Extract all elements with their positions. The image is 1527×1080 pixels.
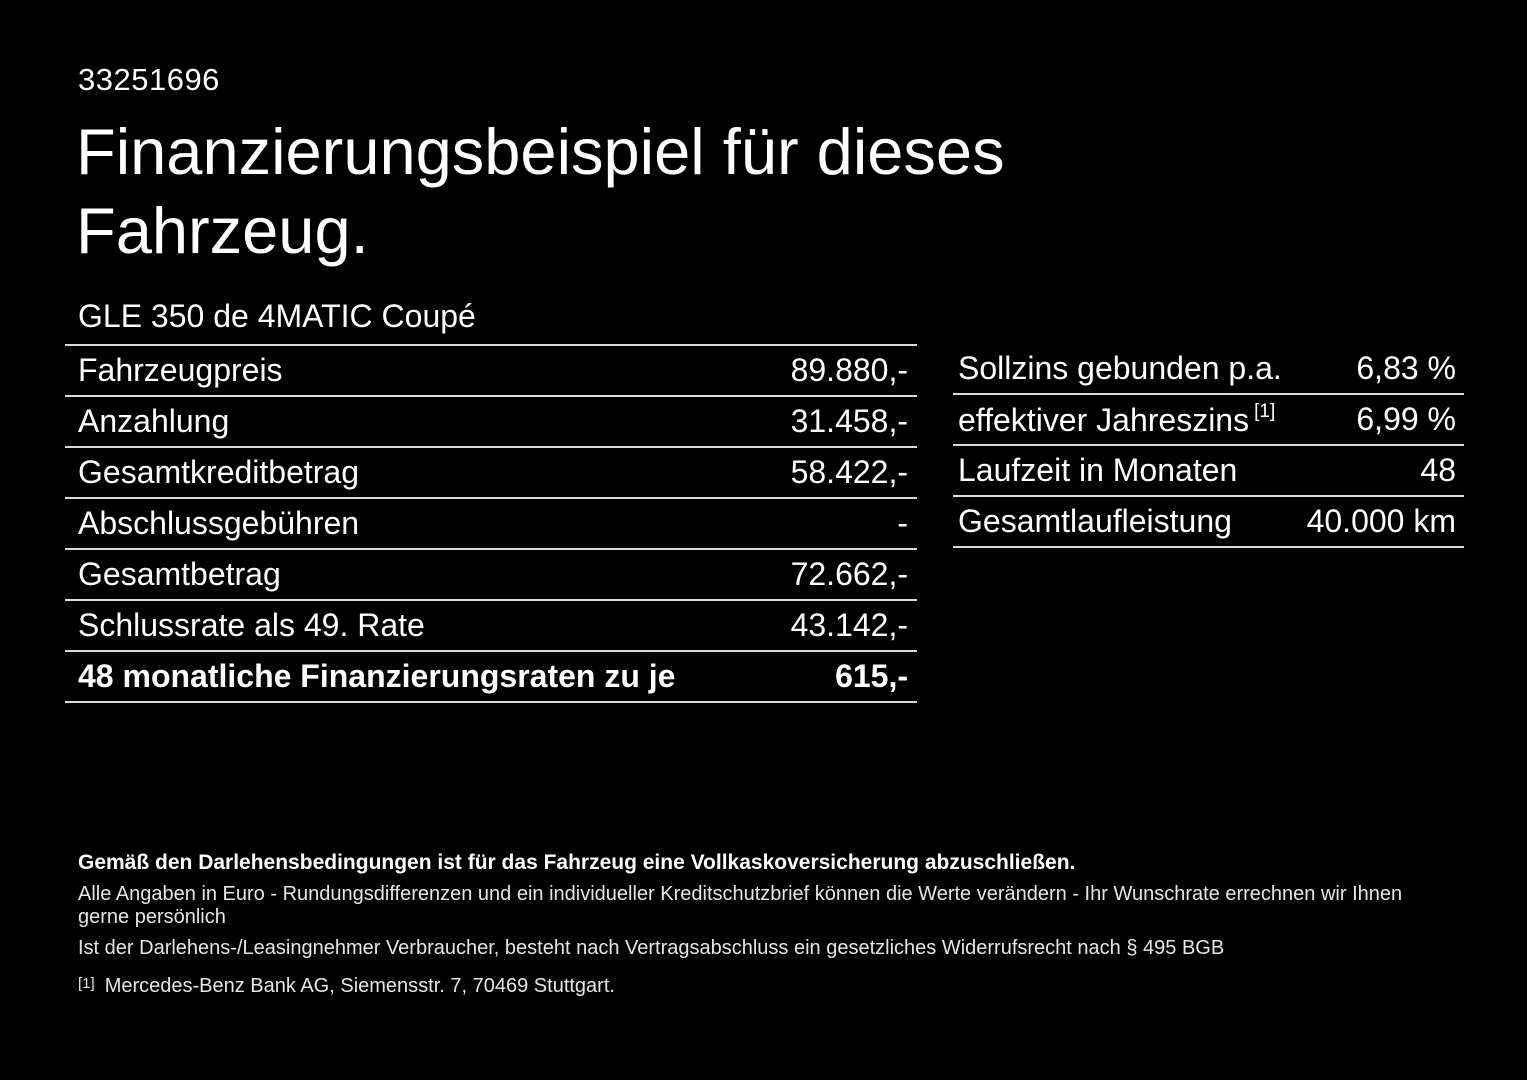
- table-row-schlussrate: Schlussrate als 49. Rate 43.142,-: [65, 601, 917, 652]
- row-value: 72.662,-: [790, 556, 908, 592]
- row-value: 6,83 %: [1356, 350, 1456, 386]
- table-row-anzahlung: Anzahlung 31.458,-: [65, 397, 917, 448]
- document-id: 33251696: [78, 62, 220, 97]
- row-label: Gesamtlaufleistung: [958, 503, 1232, 539]
- row-value: 6,99 %: [1356, 401, 1456, 437]
- table-row-gesamtlaufleistung: Gesamtlaufleistung 40.000 km: [953, 497, 1464, 548]
- row-label: Laufzeit in Monaten: [958, 452, 1238, 488]
- row-label: Gesamtbetrag: [78, 556, 281, 592]
- table-row-effektiver-jahreszins: effektiver Jahreszins [1] 6,99 %: [953, 395, 1464, 446]
- page-title-line1: Finanzierungsbeispiel für dieses: [76, 115, 1005, 188]
- insurance-requirement-note: Gemäß den Darlehensbedingungen ist für d…: [78, 851, 1076, 874]
- row-label: Anzahlung: [78, 403, 230, 439]
- row-value: 89.880,-: [790, 352, 908, 388]
- euro-disclaimer-note: Alle Angaben in Euro - Rundungsdifferenz…: [78, 883, 1403, 928]
- table-row-sollzins: Sollzins gebunden p.a. 6,83 %: [953, 344, 1464, 395]
- withdrawal-right-note: Ist der Darlehens-/Leasingnehmer Verbrau…: [78, 937, 1225, 959]
- table-row-laufzeit: Laufzeit in Monaten 48: [953, 446, 1464, 497]
- row-value: 40.000 km: [1306, 503, 1456, 539]
- row-value: 615,-: [835, 658, 908, 694]
- legal-footer: Gemäß den Darlehensbedingungen ist für d…: [78, 851, 1458, 1006]
- footnote-marker: [1]: [78, 975, 95, 992]
- page-title-line2: Fahrzeug.: [76, 194, 369, 267]
- vehicle-name: GLE 350 de 4MATIC Coupé: [78, 298, 476, 334]
- footnote-ref: [1]: [1254, 400, 1276, 422]
- row-label: Fahrzeugpreis: [78, 352, 283, 388]
- row-label: Sollzins gebunden p.a.: [958, 350, 1282, 386]
- table-row-fahrzeugpreis: Fahrzeugpreis 89.880,-: [65, 346, 917, 397]
- bank-footnote: [1] Mercedes-Benz Bank AG, Siemensstr. 7,…: [78, 972, 1458, 998]
- row-value: -: [897, 505, 908, 541]
- row-label: Gesamtkreditbetrag: [78, 454, 360, 490]
- conditions-table: Sollzins gebunden p.a. 6,83 % effektiver…: [953, 344, 1464, 548]
- row-label: Schlussrate als 49. Rate: [78, 607, 425, 643]
- row-label: 48 monatliche Finanzierungsraten zu je: [78, 658, 676, 694]
- row-value: 58.422,-: [790, 454, 908, 490]
- row-value: 48: [1420, 452, 1456, 488]
- financing-table: Fahrzeugpreis 89.880,- Anzahlung 31.458,…: [65, 344, 917, 703]
- table-row-abschlussgebuehren: Abschlussgebühren -: [65, 499, 917, 550]
- table-row-gesamtbetrag: Gesamtbetrag 72.662,-: [65, 550, 917, 601]
- footnote-text: Mercedes-Benz Bank AG, Siemensstr. 7, 70…: [104, 975, 615, 997]
- table-row-gesamtkreditbetrag: Gesamtkreditbetrag 58.422,-: [65, 448, 917, 499]
- row-value: 43.142,-: [790, 607, 908, 643]
- table-row-monatsrate: 48 monatliche Finanzierungsraten zu je 6…: [65, 652, 917, 703]
- page-title: Finanzierungsbeispiel für dieses Fahrzeug…: [76, 112, 1005, 270]
- row-value: 31.458,-: [790, 403, 908, 439]
- row-label: effektiver Jahreszins [1]: [958, 400, 1276, 438]
- row-label: Abschlussgebühren: [78, 505, 360, 541]
